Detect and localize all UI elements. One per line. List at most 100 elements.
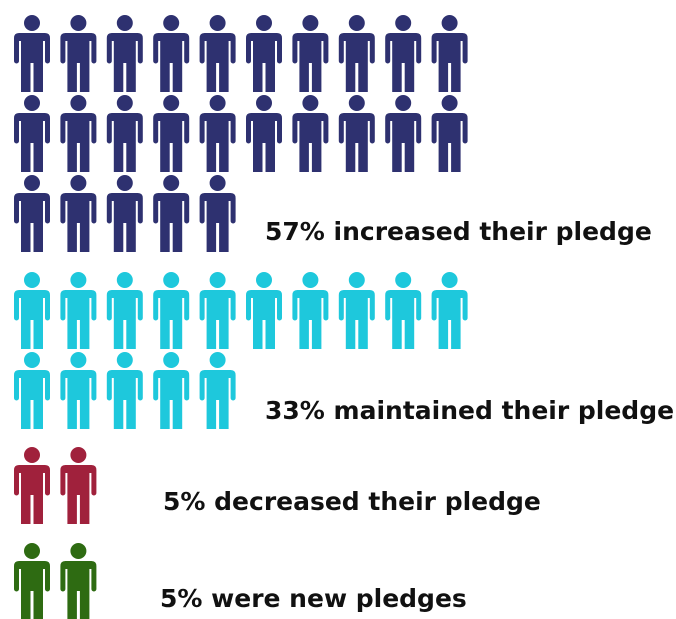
icon-body: [14, 33, 50, 92]
icon-head: [24, 447, 40, 463]
person-icon: [292, 95, 329, 172]
category-label: 57% increased their pledge: [265, 217, 652, 246]
category-label: 5% were new pledges: [160, 584, 467, 613]
person-icon: [246, 95, 282, 172]
person-icon: [60, 95, 97, 172]
icon-body: [106, 193, 143, 252]
icon-head: [209, 352, 226, 368]
icon-body: [246, 290, 282, 349]
person-icon: [60, 15, 97, 92]
icon-head: [209, 272, 226, 288]
icon-body: [199, 193, 236, 252]
icon-head: [116, 272, 133, 288]
person-icon: [106, 95, 143, 172]
person-icon: [385, 272, 422, 349]
icon-body: [153, 113, 190, 172]
person-icon: [106, 272, 143, 349]
icon-head: [163, 352, 180, 368]
category-label: 5% decreased their pledge: [163, 487, 541, 516]
icon-body: [338, 290, 375, 349]
icon-body: [60, 465, 97, 524]
person-icon: [199, 272, 236, 349]
person-icon: [60, 352, 97, 429]
icon-body: [14, 465, 50, 524]
icon-body: [153, 290, 190, 349]
icon-head: [348, 95, 365, 111]
icon-head: [163, 175, 180, 191]
icon-head: [348, 272, 365, 288]
icon-body: [14, 561, 50, 619]
person-icon: [199, 95, 236, 172]
person-icon: [14, 352, 50, 429]
icon-head: [302, 272, 319, 288]
icon-body: [60, 33, 97, 92]
icon-head: [24, 352, 40, 368]
icon-body: [431, 290, 468, 349]
category-label: 33% maintained their pledge: [265, 396, 674, 425]
icon-body: [246, 33, 282, 92]
icon-body: [153, 193, 190, 252]
person-icon: [338, 272, 375, 349]
icon-body: [60, 290, 97, 349]
icon-body: [292, 290, 329, 349]
icon-head: [395, 272, 412, 288]
icon-body: [153, 370, 190, 429]
person-icon: [14, 447, 50, 524]
person-icon: [431, 15, 468, 92]
icon-head: [441, 272, 458, 288]
icon-body: [199, 113, 236, 172]
person-icon: [14, 15, 50, 92]
person-icon: [153, 95, 190, 172]
person-icon: [153, 272, 190, 349]
icon-head: [24, 543, 40, 559]
person-icon: [14, 175, 50, 252]
icon-head: [116, 352, 133, 368]
icon-body: [14, 193, 50, 252]
icon-head: [24, 15, 40, 31]
icon-body: [292, 33, 329, 92]
person-icon: [153, 175, 190, 252]
icon-head: [70, 95, 87, 111]
icon-head: [441, 95, 458, 111]
icon-body: [106, 33, 143, 92]
icon-head: [70, 352, 87, 368]
icon-body: [385, 33, 422, 92]
icon-body: [338, 33, 375, 92]
icon-body: [385, 290, 422, 349]
icon-body: [60, 561, 97, 619]
icon-head: [209, 95, 226, 111]
icon-body: [153, 33, 190, 92]
icon-body: [338, 113, 375, 172]
person-icon: [14, 543, 50, 619]
icon-head: [163, 272, 180, 288]
icon-head: [395, 95, 412, 111]
icon-head: [395, 15, 412, 31]
icon-head: [256, 95, 272, 111]
icon-head: [70, 447, 87, 463]
icon-body: [199, 33, 236, 92]
icon-head: [256, 15, 272, 31]
icon-head: [116, 95, 133, 111]
icon-head: [163, 95, 180, 111]
icon-head: [24, 95, 40, 111]
person-icon: [338, 95, 375, 172]
icon-head: [70, 15, 87, 31]
icon-head: [256, 272, 272, 288]
person-icon: [292, 15, 329, 92]
person-icon: [431, 272, 468, 349]
icon-body: [199, 370, 236, 429]
icon-head: [24, 175, 40, 191]
icon-body: [14, 290, 50, 349]
person-icon: [106, 352, 143, 429]
icon-head: [209, 175, 226, 191]
icon-head: [70, 543, 87, 559]
person-icon: [431, 95, 468, 172]
person-icon: [60, 543, 97, 619]
person-icon: [338, 15, 375, 92]
person-icon: [14, 272, 50, 349]
icon-head: [116, 175, 133, 191]
person-icon: [246, 15, 282, 92]
person-icon: [106, 15, 143, 92]
icon-head: [441, 15, 458, 31]
